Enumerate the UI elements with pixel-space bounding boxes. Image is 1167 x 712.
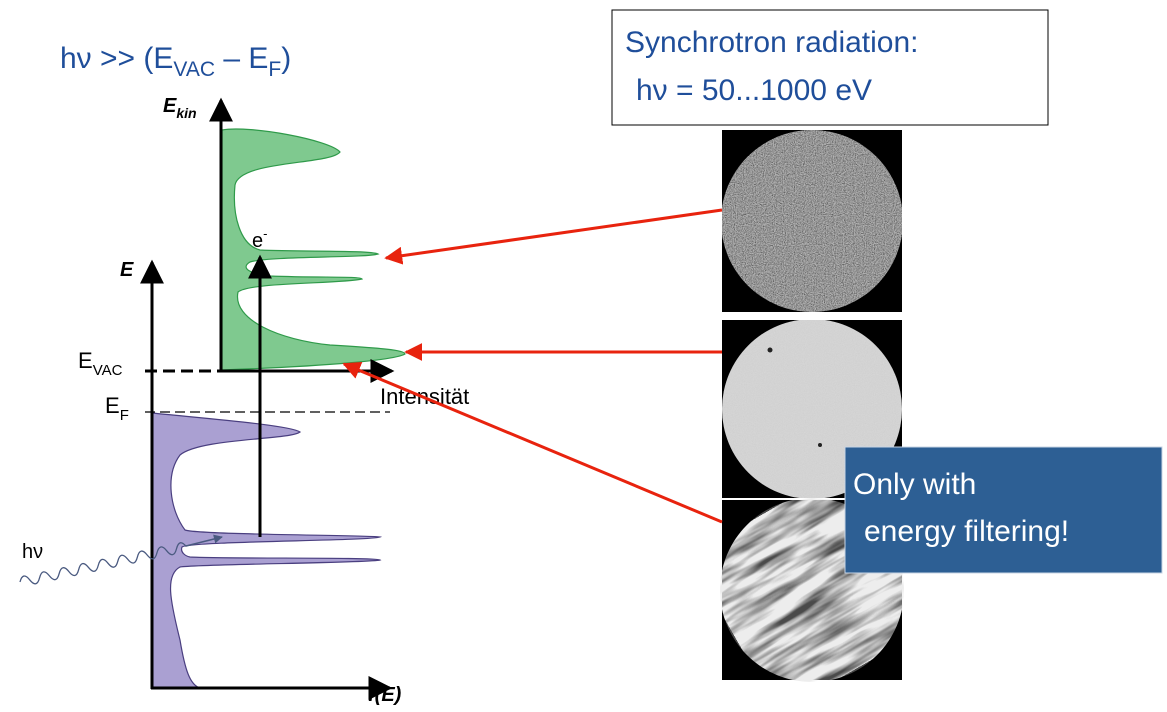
formula-sub: VAC	[173, 58, 215, 81]
ekin-letter: E	[163, 95, 177, 117]
ekin-sub: kin	[176, 105, 196, 121]
box-line: hν = 50...1000 eV	[636, 74, 872, 107]
page: html, body { margin: 0; padding: 0; back…	[0, 0, 1167, 707]
link-arrow	[386, 210, 722, 258]
image-noisy	[722, 130, 902, 312]
energy-label: E	[120, 259, 134, 281]
electron-letter: e	[252, 230, 263, 252]
photon-label: hν	[22, 541, 43, 563]
formula-part: )	[281, 42, 291, 75]
link-arrow	[344, 364, 722, 522]
fermi-letter: E	[105, 393, 120, 418]
note-line: energy filtering!	[864, 515, 1069, 548]
formula: hν >> (EVAC – EF)	[60, 42, 291, 81]
vac-sub: VAC	[93, 362, 123, 379]
diagram: hν >> (EVAC – EF) Synchrotron radiation:…	[0, 0, 1167, 707]
note-box	[845, 447, 1162, 573]
occupied-states	[152, 413, 380, 688]
formula-sub: F	[268, 58, 281, 81]
note-line: Only with	[853, 468, 976, 501]
kinetic-spectrum	[222, 129, 405, 370]
formula-part: – E	[215, 42, 268, 75]
box-line: Synchrotron radiation:	[625, 26, 919, 59]
fermi-sub: F	[120, 407, 129, 424]
ekin-label: Ekin	[163, 95, 197, 121]
fe-label: f(E)	[368, 684, 402, 706]
electron-sup: -	[263, 226, 267, 241]
fermi-label: EF	[105, 393, 129, 424]
vac-letter: E	[78, 348, 93, 373]
page-body: {"formula": {"parts": ["hν >> (E", "VAC"…	[0, 0, 1167, 707]
electron-label: e-	[252, 226, 267, 252]
vac-label: EVAC	[78, 348, 123, 379]
formula-part: hν >> (E	[60, 42, 173, 75]
